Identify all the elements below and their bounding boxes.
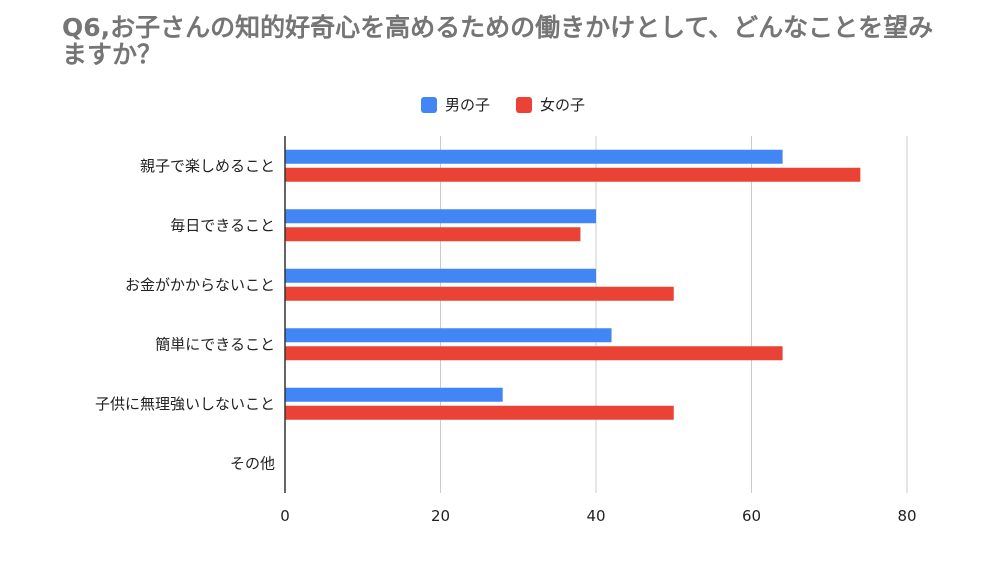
category-label-0: 親子で楽しめること [140,157,275,175]
bar-boys-1 [285,209,596,224]
x-tick-label-60: 60 [742,507,761,525]
legend-swatch-girls [516,96,532,113]
bar-girls-3 [285,346,783,361]
legend-label-girls: 女の子 [540,96,586,114]
bar-girls-4 [285,405,674,420]
x-tick-label-80: 80 [897,507,916,525]
bar-girls-1 [285,227,581,242]
bar-girls-0 [285,167,861,182]
bar-boys-3 [285,328,612,343]
category-label-5: その他 [230,454,275,472]
x-tick-label-40: 40 [586,507,605,525]
category-label-1: 毎日できること [170,216,275,234]
legend-swatch-boys [420,96,437,113]
x-tick-label-20: 20 [431,507,450,525]
legend-item-girls[interactable]: 女の子 [516,94,585,115]
legend: 男の子 女の子 [0,94,1006,115]
bar-boys-4 [285,387,503,402]
bar-girls-2 [285,286,674,301]
category-label-2: お金がかからないこと [125,276,275,294]
legend-label-boys: 男の子 [444,96,490,114]
bar-boys-2 [285,268,596,283]
bar-boys-0 [285,149,783,164]
legend-item-boys[interactable]: 男の子 [420,94,490,115]
category-label-3: 簡単にできること [155,335,275,353]
x-tick-label-0: 0 [280,507,290,525]
chart-title: Q6,お子さんの知的好奇心を高めるための働きかけとして、どんなことを望みますか？ [62,13,934,69]
category-label-4: 子供に無理強いしないこと [95,395,275,413]
